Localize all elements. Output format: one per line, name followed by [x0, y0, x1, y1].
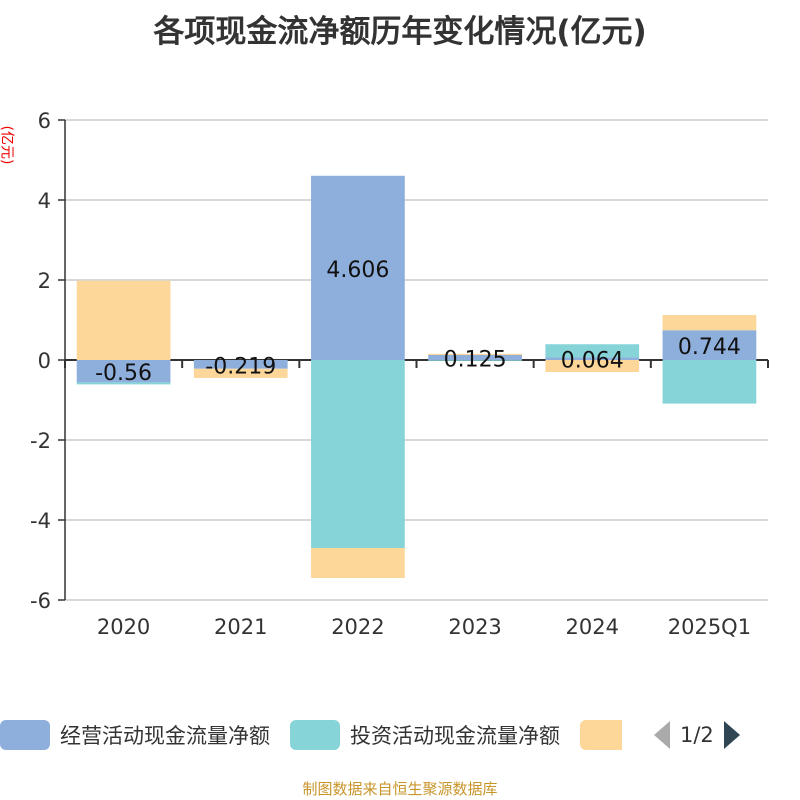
bar-series2: [76, 280, 171, 360]
legend-swatch-financing[interactable]: [580, 720, 622, 750]
bar-series0: [311, 175, 405, 360]
bar-series0: [545, 357, 640, 360]
source-note: 制图数据来自恒生聚源数据库: [302, 780, 498, 798]
bar-series1: [662, 360, 757, 404]
data-label: 0.744: [678, 335, 741, 360]
x-tick-label: 2022: [331, 615, 384, 639]
bar-series0: [193, 360, 288, 369]
x-tick-label: 2020: [97, 615, 150, 639]
x-tick-label: 2025Q1: [668, 615, 751, 639]
bar-series2: [311, 548, 405, 578]
legend-swatch-investing[interactable]: [290, 720, 340, 750]
bar-series0: [662, 330, 757, 360]
legend: 经营活动现金流量净额 投资活动现金流量净额 1/2: [0, 718, 740, 752]
bar-series2: [662, 315, 757, 331]
y-tick-label: 6: [38, 109, 51, 133]
y-tick-label: -4: [30, 509, 51, 533]
bar-series1: [545, 344, 640, 358]
bar-series0: [428, 355, 522, 360]
bar-series1: [428, 360, 522, 361]
x-tick-label: 2023: [448, 615, 501, 639]
y-tick-label: 0: [38, 349, 51, 373]
data-label: 4.606: [326, 258, 389, 283]
legend-swatch-operating[interactable]: [0, 720, 50, 750]
x-tick-label: 2021: [214, 615, 267, 639]
legend-label-investing[interactable]: 投资活动现金流量净额: [350, 724, 560, 748]
chart-canvas: -6 -4 -2 0 2 4 6 2020 2021 2022 2023 2024 2025Q1 -0.5…: [30, 109, 769, 639]
y-tick-label: 2: [38, 269, 51, 293]
x-tick-label: 2024: [566, 615, 619, 639]
y-tick-label: -2: [30, 429, 51, 453]
data-label: -0.219: [205, 354, 276, 379]
y-tick-label: -6: [30, 589, 51, 613]
data-label: -0.56: [95, 361, 152, 386]
chart-title: 各项现金流净额历年变化情况(亿元): [153, 14, 647, 50]
data-label: 0.125: [444, 348, 507, 373]
bar-series2: [193, 368, 288, 378]
legend-next-icon[interactable]: [723, 721, 740, 749]
bar-series1: [311, 360, 405, 548]
bar-series2: [428, 353, 522, 355]
y-tick-label: 4: [38, 189, 51, 213]
legend-page: 1/2: [680, 723, 714, 747]
legend-prev-icon[interactable]: [654, 721, 670, 749]
bar-series1: [76, 382, 171, 385]
bar-series2: [545, 360, 640, 372]
bar-series0: [76, 360, 171, 383]
data-label: 0.064: [561, 349, 624, 374]
legend-label-operating[interactable]: 经营活动现金流量净额: [60, 724, 270, 748]
